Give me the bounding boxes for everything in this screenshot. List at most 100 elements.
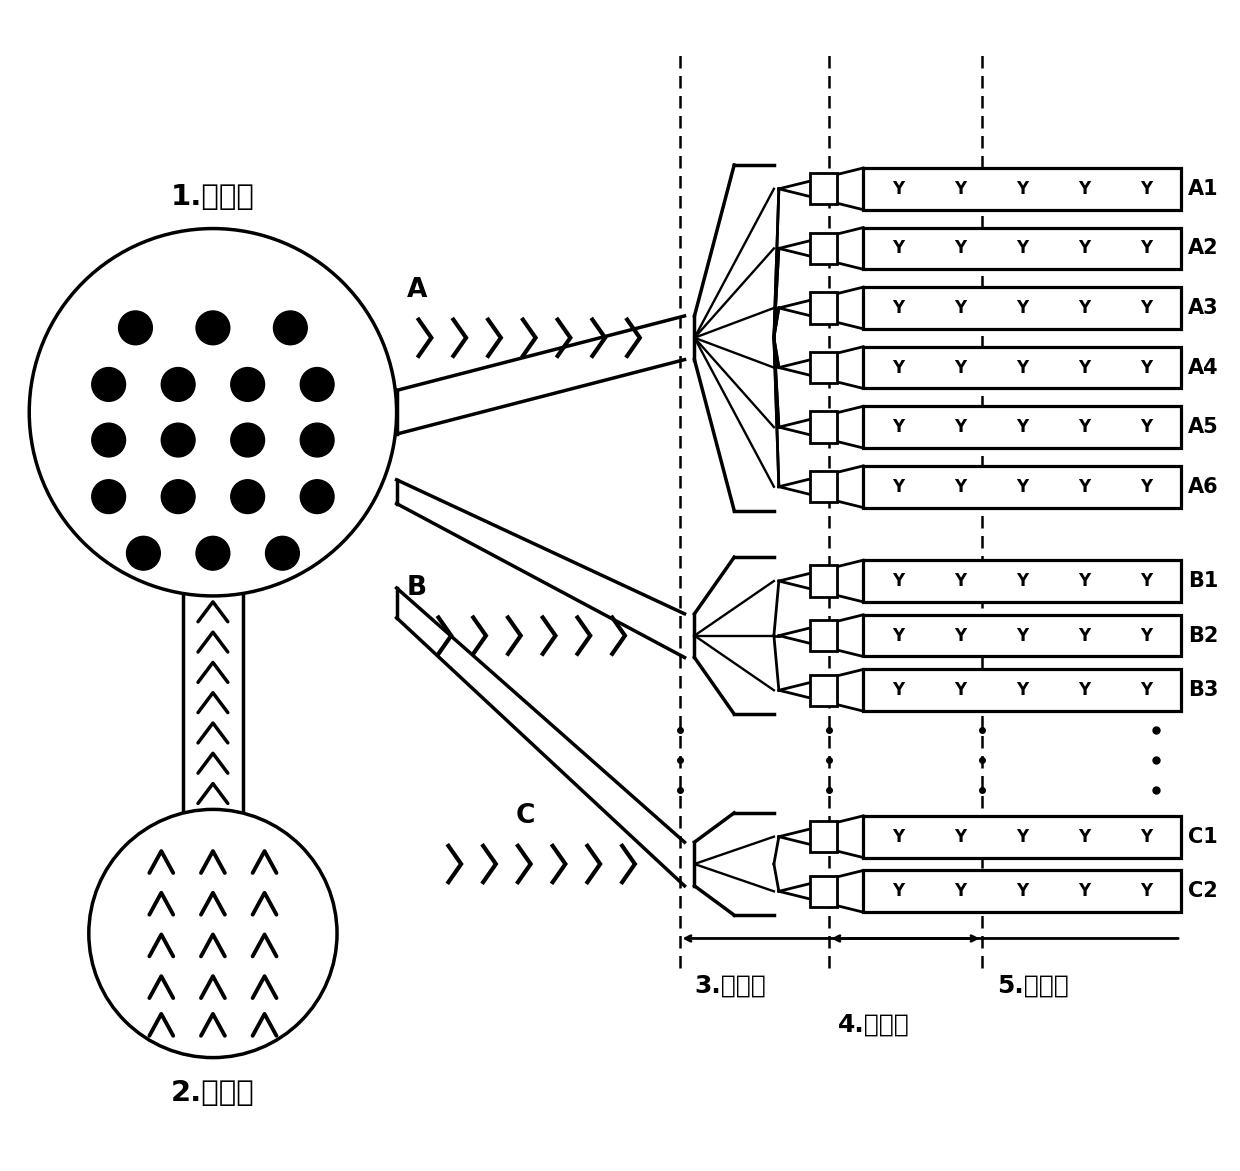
Text: C1: C1 — [1188, 827, 1218, 847]
Bar — [810, 674, 837, 706]
Text: Y: Y — [1140, 571, 1152, 590]
Text: Y: Y — [1016, 828, 1028, 845]
Circle shape — [231, 423, 264, 457]
Text: Y: Y — [954, 299, 966, 317]
Text: Y: Y — [892, 682, 904, 699]
Text: C: C — [516, 803, 536, 829]
Circle shape — [196, 536, 229, 570]
Text: Y: Y — [1078, 418, 1090, 436]
Text: Y: Y — [1016, 358, 1028, 377]
Text: Y: Y — [1016, 882, 1028, 900]
Text: Y: Y — [954, 882, 966, 900]
Bar — [863, 347, 1180, 389]
Bar — [863, 615, 1180, 657]
Text: Y: Y — [1078, 239, 1090, 258]
Text: Y: Y — [892, 626, 904, 645]
Text: Y: Y — [1140, 299, 1152, 317]
Circle shape — [300, 368, 334, 402]
Text: A5: A5 — [1188, 417, 1219, 437]
Text: Y: Y — [954, 239, 966, 258]
Text: Y: Y — [1078, 478, 1090, 495]
Text: Y: Y — [892, 882, 904, 900]
Circle shape — [161, 480, 195, 514]
Text: Y: Y — [954, 682, 966, 699]
Bar — [863, 287, 1180, 329]
Circle shape — [119, 311, 153, 344]
Bar — [863, 670, 1180, 711]
Text: C2: C2 — [1188, 882, 1218, 902]
Circle shape — [92, 423, 125, 457]
Text: Y: Y — [1016, 626, 1028, 645]
Bar — [810, 566, 837, 597]
Circle shape — [89, 809, 337, 1057]
Text: Y: Y — [1016, 299, 1028, 317]
Text: Y: Y — [954, 180, 966, 198]
Text: Y: Y — [954, 478, 966, 495]
Text: Y: Y — [892, 828, 904, 845]
Text: Y: Y — [954, 626, 966, 645]
Text: Y: Y — [1140, 682, 1152, 699]
Circle shape — [300, 423, 334, 457]
Text: Y: Y — [1140, 418, 1152, 436]
Bar — [863, 816, 1180, 857]
Circle shape — [126, 536, 160, 570]
Text: 3.结合区: 3.结合区 — [694, 973, 766, 998]
Bar — [863, 466, 1180, 507]
Bar — [810, 821, 837, 852]
Text: Y: Y — [892, 180, 904, 198]
Text: Y: Y — [1078, 299, 1090, 317]
Text: Y: Y — [892, 299, 904, 317]
Bar — [810, 471, 837, 502]
Text: Y: Y — [1078, 882, 1090, 900]
Text: Y: Y — [1016, 418, 1028, 436]
Circle shape — [300, 480, 334, 514]
Text: Y: Y — [1140, 882, 1152, 900]
Text: B2: B2 — [1188, 625, 1219, 645]
Text: A: A — [407, 278, 427, 303]
Circle shape — [161, 368, 195, 402]
Text: A6: A6 — [1188, 477, 1219, 497]
Text: Y: Y — [954, 358, 966, 377]
Text: Y: Y — [954, 828, 966, 845]
Text: B3: B3 — [1188, 680, 1219, 700]
Bar — [863, 870, 1180, 912]
Circle shape — [92, 368, 125, 402]
Bar — [863, 227, 1180, 269]
Text: Y: Y — [1140, 626, 1152, 645]
Text: Y: Y — [892, 239, 904, 258]
Text: B1: B1 — [1188, 571, 1219, 591]
Text: A1: A1 — [1188, 179, 1219, 199]
Text: 5.检测区: 5.检测区 — [997, 973, 1069, 998]
Text: Y: Y — [892, 478, 904, 495]
Text: Y: Y — [1016, 478, 1028, 495]
Text: Y: Y — [1078, 626, 1090, 645]
Text: B: B — [407, 575, 427, 601]
Text: Y: Y — [1078, 571, 1090, 590]
Text: Y: Y — [1016, 180, 1028, 198]
Circle shape — [231, 368, 264, 402]
Text: A3: A3 — [1188, 297, 1219, 319]
Circle shape — [161, 423, 195, 457]
Text: Y: Y — [1140, 358, 1152, 377]
Circle shape — [231, 480, 264, 514]
Bar — [810, 293, 837, 323]
Circle shape — [92, 480, 125, 514]
Text: Y: Y — [1016, 571, 1028, 590]
Text: Y: Y — [1078, 358, 1090, 377]
Text: Y: Y — [954, 571, 966, 590]
Text: Y: Y — [1016, 239, 1028, 258]
Bar — [810, 411, 837, 443]
Text: Y: Y — [1140, 180, 1152, 198]
Bar — [863, 167, 1180, 210]
Text: Y: Y — [1140, 828, 1152, 845]
Text: Y: Y — [1016, 682, 1028, 699]
Text: Y: Y — [1140, 478, 1152, 495]
Text: Y: Y — [1078, 682, 1090, 699]
Text: Y: Y — [1078, 180, 1090, 198]
Bar — [863, 560, 1180, 602]
Text: A4: A4 — [1188, 357, 1219, 377]
Bar — [810, 876, 837, 908]
Text: 4.时间阀: 4.时间阀 — [838, 1013, 910, 1038]
Text: A2: A2 — [1188, 239, 1219, 259]
Circle shape — [265, 536, 299, 570]
